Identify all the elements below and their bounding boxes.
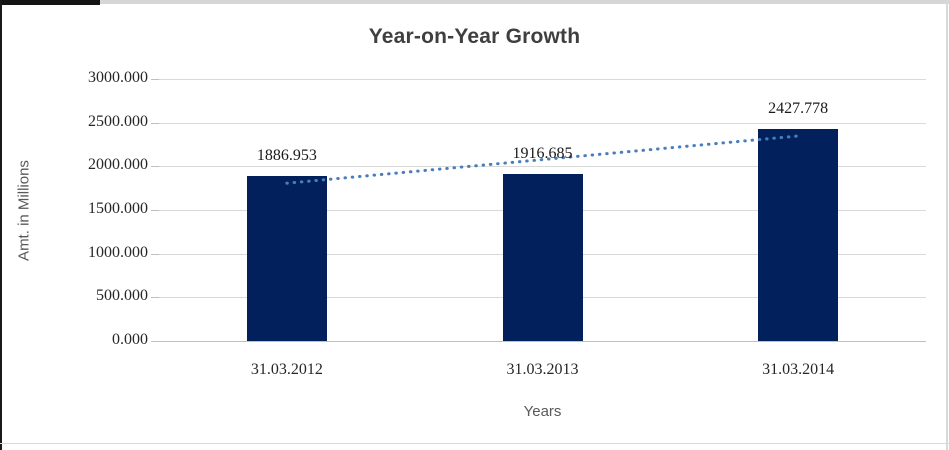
x-tick-label: 31.03.2012 (250, 361, 323, 378)
y-axis-tick (151, 253, 159, 255)
plot-area (159, 79, 926, 342)
left-border (0, 0, 2, 450)
y-axis-tick (151, 210, 159, 211)
top-border (0, 0, 949, 4)
y-tick-label: 2000.000 (88, 156, 148, 174)
right-border (946, 0, 948, 450)
data-label: 2427.778 (768, 99, 829, 117)
y-axis-tick (151, 122, 159, 124)
y-tick-label: 0.000 (112, 331, 148, 348)
y-axis-tick (151, 297, 159, 299)
y-axis-tick (151, 79, 159, 80)
data-label: 1886.953 (256, 147, 317, 165)
data-label: 1916.685 (512, 144, 573, 162)
x-tick-label: 31.03.2013 (506, 361, 579, 378)
trendline (285, 134, 800, 185)
bar-31.03.2014 (758, 128, 839, 341)
top-left-dark-border (0, 0, 100, 5)
y-axis-tick (151, 341, 159, 342)
bar-31.03.2012 (246, 176, 327, 341)
y-tick-label: 2500.000 (88, 112, 148, 130)
x-axis-title: Years (523, 403, 562, 420)
bar-31.03.2013 (502, 173, 583, 341)
gridline (159, 166, 926, 168)
gridline (159, 79, 926, 80)
y-tick-label: 500.000 (96, 287, 148, 305)
y-tick-label: 3000.000 (88, 69, 148, 86)
y-tick-label: 1500.000 (88, 200, 148, 217)
gridline (159, 341, 926, 342)
chart-title: Year-on-Year Growth (368, 25, 581, 48)
gridline (159, 122, 926, 124)
bottom-border (0, 443, 949, 444)
x-tick-label: 31.03.2014 (762, 361, 835, 378)
y-axis-tick (151, 166, 159, 168)
y-tick-label: 1000.000 (88, 243, 148, 261)
